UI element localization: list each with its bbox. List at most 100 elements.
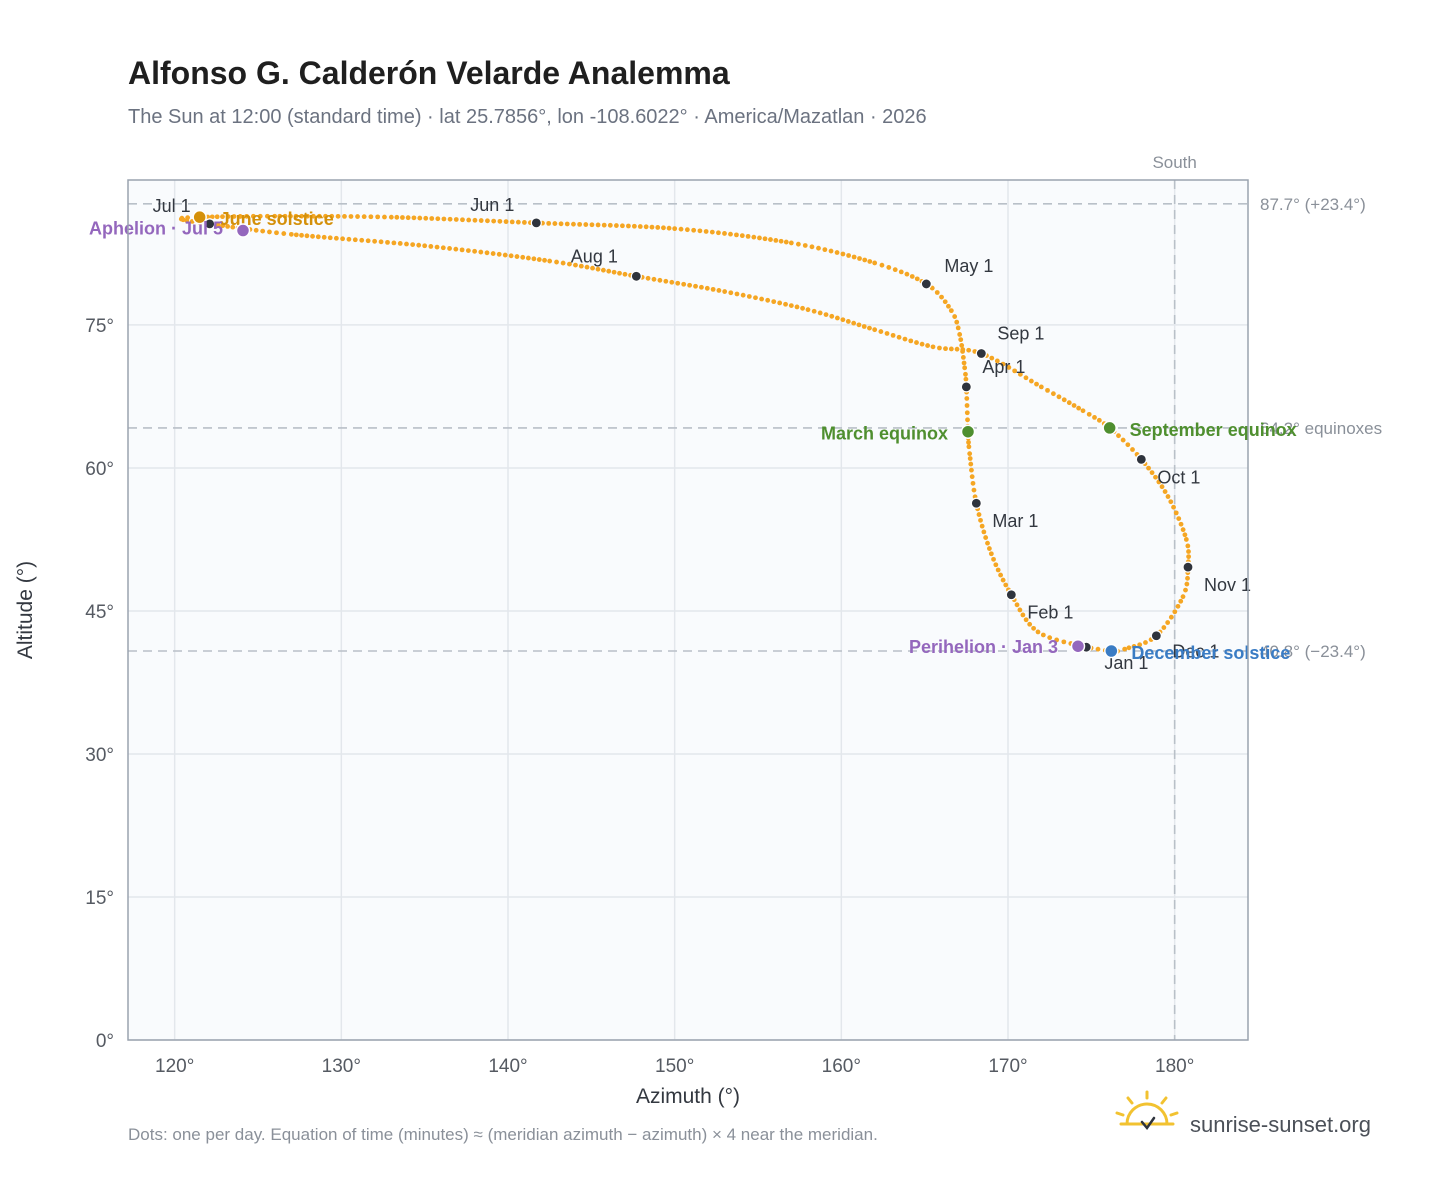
daily-sun-dot	[342, 214, 347, 219]
daily-sun-dot	[840, 317, 846, 323]
daily-sun-dot	[734, 232, 739, 238]
daily-sun-dot	[675, 280, 681, 286]
daily-sun-dot	[484, 250, 490, 256]
daily-sun-dot	[554, 259, 559, 265]
month-label: Feb 1	[1027, 603, 1073, 623]
daily-sun-dot	[954, 346, 960, 352]
daily-sun-dot	[637, 224, 643, 229]
daily-sun-dot	[966, 347, 972, 353]
daily-sun-dot	[577, 221, 583, 227]
daily-sun-dot	[1031, 625, 1036, 631]
y-tick-label: 45°	[85, 602, 114, 623]
daily-sun-dot	[310, 213, 316, 219]
daily-sun-dot	[304, 233, 310, 239]
daily-sun-dot	[525, 255, 531, 261]
daily-sun-dot	[964, 403, 970, 408]
daily-sun-dot	[934, 290, 940, 295]
daily-sun-dot	[365, 238, 371, 244]
daily-sun-dot	[1184, 581, 1190, 587]
month-marker	[1182, 561, 1194, 573]
daily-sun-dot	[976, 512, 982, 517]
y-tick-label: 30°	[85, 745, 114, 766]
daily-sun-dot	[1131, 644, 1137, 649]
daily-sun-dot	[802, 243, 808, 248]
sun-logo-icon	[1115, 1090, 1179, 1131]
daily-sun-dot	[220, 223, 226, 229]
daily-sun-dot	[515, 219, 521, 225]
daily-sun-dot	[948, 346, 954, 352]
daily-sun-dot	[346, 236, 352, 242]
daily-sun-dot	[862, 257, 868, 263]
daily-sun-dot	[220, 214, 225, 220]
daily-sun-dot	[1080, 408, 1086, 414]
daily-sun-dot	[1159, 484, 1165, 490]
x-tick-label: 180°	[1155, 1056, 1194, 1077]
daily-sun-dot	[590, 265, 595, 271]
daily-sun-dot	[703, 229, 709, 234]
daily-sun-dot	[447, 216, 453, 222]
daily-sun-dot	[441, 216, 447, 222]
daily-sun-dot	[649, 224, 655, 230]
daily-sun-dot	[1092, 414, 1097, 420]
daily-sun-dot	[989, 355, 995, 361]
daily-sun-dot	[1023, 617, 1029, 623]
daily-sun-dot	[939, 294, 944, 300]
daily-sun-dot	[722, 231, 727, 236]
daily-sun-dot	[411, 215, 417, 221]
daily-sun-dot	[1003, 582, 1009, 588]
daily-sun-dot	[333, 235, 339, 241]
daily-sun-dot	[816, 245, 821, 251]
daily-sun-dot	[651, 276, 657, 282]
daily-sun-dot	[995, 567, 1001, 573]
daily-sun-dot	[946, 303, 951, 309]
daily-sun-dot	[857, 256, 862, 261]
daily-sun-dot	[497, 218, 503, 224]
daily-sun-dot	[684, 227, 690, 233]
daily-sun-dot	[299, 213, 305, 219]
chart-subtitle: The Sun at 12:00 (standard time) · lat 2…	[128, 106, 927, 128]
daily-sun-dot	[829, 313, 835, 319]
daily-sun-dot	[472, 248, 478, 254]
x-axis-label: Azimuth (°)	[636, 1085, 740, 1108]
daily-sun-dot	[693, 283, 698, 289]
daily-sun-dot	[1153, 474, 1158, 480]
daily-sun-dot	[861, 324, 867, 329]
month-label: Jul 1	[153, 196, 191, 216]
daily-sun-dot	[867, 259, 873, 264]
daily-sun-dot	[321, 234, 327, 240]
daily-sun-dot	[710, 286, 716, 292]
daily-sun-dot	[925, 343, 931, 348]
daily-sun-dot	[957, 332, 963, 337]
month-label: Aug 1	[571, 246, 618, 266]
daily-sun-dot	[378, 239, 384, 245]
month-label: Sep 1	[997, 324, 1044, 344]
daily-sun-dot	[1066, 400, 1072, 406]
event-label: December solstice	[1131, 643, 1290, 663]
daily-sun-dot	[1076, 405, 1082, 411]
daily-sun-dot	[453, 246, 459, 252]
daily-sun-dot	[490, 251, 496, 256]
daily-sun-dot	[687, 282, 693, 288]
daily-sun-dot	[896, 334, 902, 340]
daily-sun-dot	[678, 226, 684, 232]
event-marker	[1070, 638, 1086, 654]
daily-sun-dot	[514, 254, 520, 259]
daily-sun-dot	[878, 329, 884, 334]
daily-sun-dot	[963, 371, 968, 377]
daily-sun-dot	[397, 241, 403, 246]
daily-sun-dot	[472, 217, 478, 223]
daily-sun-dot	[1122, 646, 1128, 652]
daily-sun-dot	[851, 254, 857, 260]
daily-sun-dot	[965, 417, 970, 423]
daily-sun-dot	[288, 231, 294, 237]
daily-sun-dot	[1086, 411, 1092, 417]
daily-sun-dot	[329, 213, 335, 219]
daily-sun-dot	[184, 218, 190, 223]
daily-sun-dot	[879, 262, 885, 268]
month-marker	[1135, 453, 1147, 465]
event-marker	[1102, 420, 1117, 436]
daily-sun-dot	[1183, 537, 1189, 542]
daily-sun-dot	[359, 237, 365, 243]
daily-sun-dot	[606, 268, 612, 274]
